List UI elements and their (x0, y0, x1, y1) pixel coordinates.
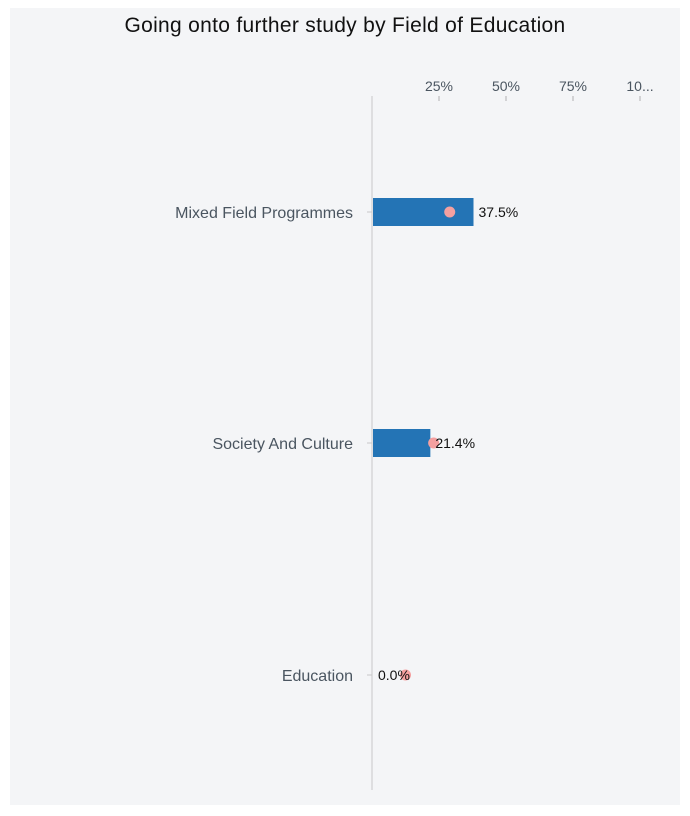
x-tick-label-0: 25% (425, 78, 453, 94)
bar-0 (373, 198, 474, 226)
bar-1 (373, 429, 431, 457)
data-labels: 37.5% 21.4% 0.0% (378, 204, 518, 683)
benchmark-marker-1 (428, 437, 440, 449)
category-label-0: Mixed Field Programmes (175, 205, 353, 222)
benchmark-marker-2 (400, 669, 411, 681)
x-tick-label-3: 10... (626, 78, 653, 94)
category-labels: Mixed Field Programmes Society And Cultur… (175, 205, 372, 685)
x-axis-ticks: 25% 50% 75% 10... (425, 78, 654, 101)
data-label-0: 37.5% (479, 204, 519, 220)
category-label-2: Education (282, 668, 353, 685)
data-label-2: 0.0% (378, 667, 410, 683)
chart-panel (10, 8, 680, 805)
x-tick-label-2: 75% (559, 78, 587, 94)
data-label-1: 21.4% (435, 435, 475, 451)
benchmark-marker-0 (444, 206, 456, 218)
x-tick-label-1: 50% (492, 78, 520, 94)
chart-title: Going onto further study by Field of Edu… (124, 14, 566, 37)
category-label-1: Society And Culture (212, 436, 353, 453)
benchmark-markers (400, 206, 456, 681)
bars (373, 198, 474, 457)
